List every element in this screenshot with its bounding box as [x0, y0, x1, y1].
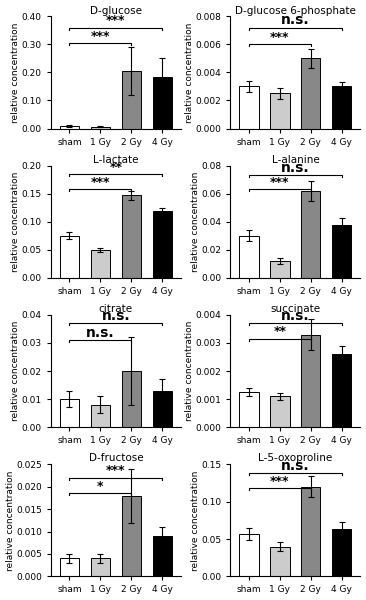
Text: n.s.: n.s. [281, 161, 310, 175]
Bar [270, 396, 290, 427]
Bar [91, 404, 110, 427]
Bar [239, 392, 258, 427]
Text: n.s.: n.s. [86, 326, 115, 340]
Bar [91, 250, 110, 278]
Text: ***: *** [106, 464, 126, 478]
Title: succinate: succinate [270, 304, 321, 314]
Title: D-glucose: D-glucose [90, 5, 142, 16]
Y-axis label: relative concentration: relative concentration [191, 470, 200, 571]
Bar [270, 547, 290, 577]
Bar [270, 94, 290, 128]
Y-axis label: relative concentration: relative concentration [11, 172, 20, 272]
Title: D-glucose 6-phosphate: D-glucose 6-phosphate [235, 5, 356, 16]
Bar [301, 191, 321, 278]
Bar [332, 224, 351, 278]
Title: L-5-oxoproline: L-5-oxoproline [258, 454, 333, 463]
Text: ***: *** [91, 29, 110, 43]
Bar [122, 196, 141, 278]
Y-axis label: relative concentration: relative concentration [185, 321, 194, 421]
Text: ***: *** [270, 176, 290, 189]
Y-axis label: relative concentration: relative concentration [185, 22, 194, 122]
Bar [60, 126, 79, 128]
Text: ***: *** [106, 14, 126, 27]
Text: n.s.: n.s. [102, 309, 130, 323]
Bar [332, 529, 351, 577]
Bar [60, 399, 79, 427]
Bar [332, 86, 351, 128]
Bar [91, 559, 110, 577]
Text: **: ** [109, 161, 122, 174]
Bar [153, 536, 172, 577]
Bar [239, 534, 258, 577]
Bar [332, 354, 351, 427]
Bar [153, 211, 172, 278]
Text: n.s.: n.s. [281, 13, 310, 27]
Text: ***: *** [270, 31, 290, 44]
Text: ***: *** [91, 176, 110, 189]
Bar [153, 77, 172, 128]
Y-axis label: relative concentration: relative concentration [191, 172, 200, 272]
Bar [91, 127, 110, 128]
Text: n.s.: n.s. [281, 458, 310, 473]
Title: citrate: citrate [99, 304, 133, 314]
Text: ***: *** [270, 475, 290, 488]
Text: *: * [97, 480, 104, 493]
Y-axis label: relative concentration: relative concentration [11, 321, 20, 421]
Bar [239, 86, 258, 128]
Bar [301, 487, 321, 577]
Bar [301, 58, 321, 128]
Bar [60, 559, 79, 577]
Bar [122, 371, 141, 427]
Bar [270, 261, 290, 278]
Bar [122, 71, 141, 128]
Text: n.s.: n.s. [281, 309, 310, 323]
Bar [153, 391, 172, 427]
Title: L-alanine: L-alanine [272, 155, 319, 165]
Bar [301, 335, 321, 427]
Y-axis label: relative concentration: relative concentration [11, 22, 20, 122]
Bar [239, 236, 258, 278]
Bar [60, 236, 79, 278]
Title: L-lactate: L-lactate [93, 155, 139, 165]
Title: D-fructose: D-fructose [89, 454, 143, 463]
Text: **: ** [273, 325, 287, 338]
Y-axis label: relative concentration: relative concentration [5, 470, 15, 571]
Bar [122, 496, 141, 577]
